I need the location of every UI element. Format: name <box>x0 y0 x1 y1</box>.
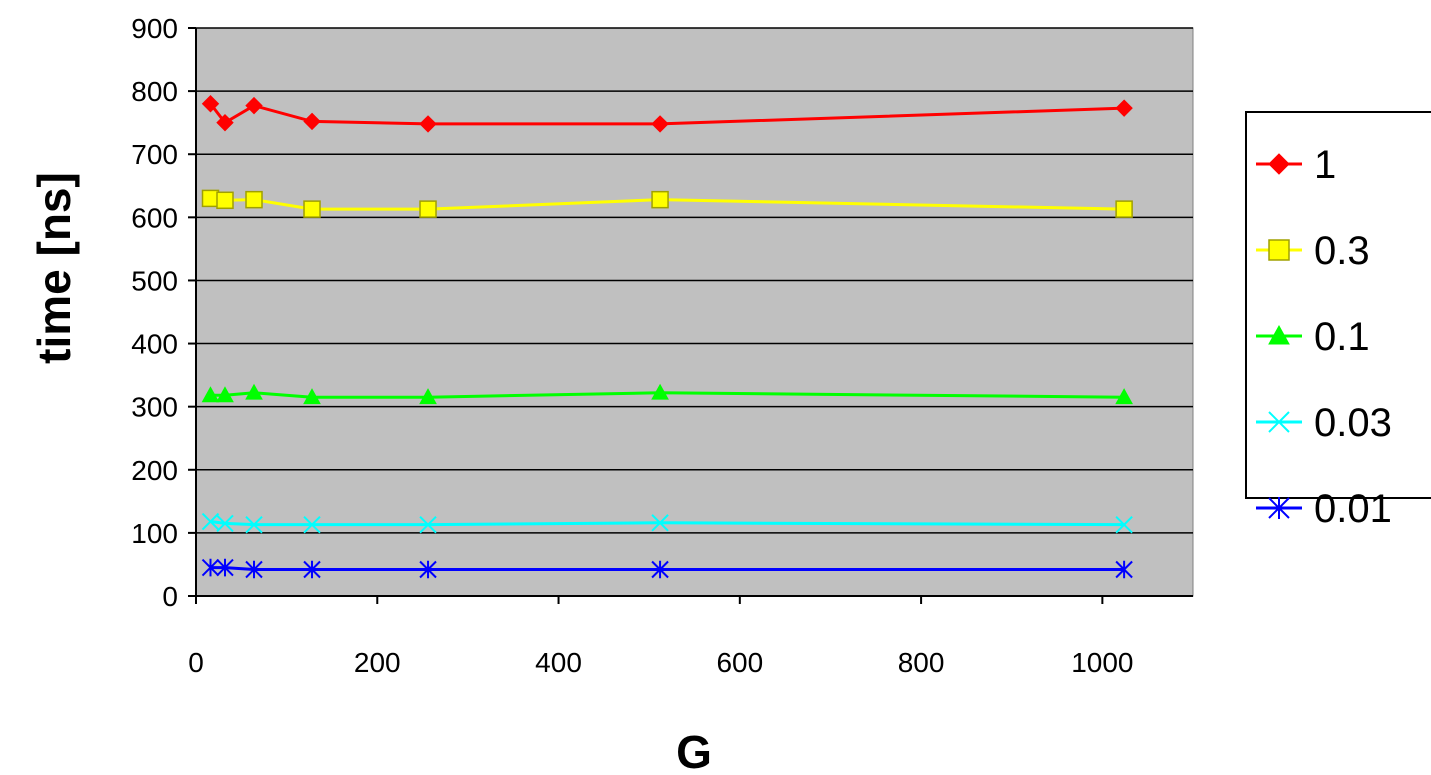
legend-box <box>1245 111 1431 499</box>
data-point <box>303 560 321 579</box>
x-tick-label: 800 <box>898 647 945 678</box>
data-point <box>245 383 263 400</box>
data-point <box>216 113 234 132</box>
x-tick-label: 400 <box>535 647 582 678</box>
data-point <box>201 95 220 113</box>
data-point <box>651 115 669 133</box>
grid-lines <box>196 27 1193 534</box>
data-point <box>651 190 669 209</box>
data-point <box>419 388 437 405</box>
legend-marker <box>1268 324 1290 345</box>
axes <box>195 28 1193 597</box>
plot-area <box>195 27 1194 597</box>
data-point <box>303 112 321 131</box>
data-point <box>1115 560 1133 579</box>
y-axis-title: time [ns] <box>28 172 80 364</box>
data-point <box>651 560 669 579</box>
y-tick-label: 300 <box>131 392 178 423</box>
data-point <box>419 200 437 218</box>
legend-marker <box>1268 497 1290 519</box>
series-0-1 <box>201 383 1133 405</box>
data-point <box>419 560 437 579</box>
data-point <box>1115 99 1133 117</box>
legend: 1 0.3 0.1 0.03 0.01 <box>1245 111 1431 531</box>
data-point <box>216 558 234 577</box>
series-0-3 <box>201 189 1133 218</box>
tick-labels: 0 100 200 300 400 500 600 700 800 900 0 200 400 600 80… <box>131 13 1133 678</box>
legend-label: 0.3 <box>1314 229 1370 273</box>
data-point <box>245 190 263 209</box>
data-point <box>245 96 263 115</box>
data-point <box>245 560 263 579</box>
y-tick-label: 400 <box>131 329 178 360</box>
legend-marker <box>1268 153 1290 175</box>
y-tick-label: 500 <box>131 265 178 296</box>
data-point <box>216 514 234 533</box>
data-point <box>201 512 220 531</box>
legend-marker <box>1268 239 1290 261</box>
data-point <box>1115 515 1133 534</box>
y-tick-label: 800 <box>131 76 178 107</box>
x-axis-title: G <box>676 726 712 775</box>
data-point <box>419 515 437 534</box>
legend-entry: 0.03 <box>1256 401 1392 445</box>
data-point <box>201 386 220 403</box>
y-tick-label: 600 <box>131 202 178 233</box>
y-tick-label: 700 <box>131 139 178 170</box>
data-point <box>303 200 321 218</box>
x-tick-label: 600 <box>716 647 763 678</box>
y-tick-label: 200 <box>131 455 178 486</box>
data-point <box>651 383 669 400</box>
legend-entry: 0.1 <box>1256 315 1370 359</box>
legend-label: 0.03 <box>1314 401 1392 445</box>
x-tick-label: 1000 <box>1071 647 1133 678</box>
legend-entry: 0.01 <box>1256 487 1392 531</box>
data-point <box>303 388 321 405</box>
series-0-01 <box>201 558 1133 579</box>
x-tick-label: 0 <box>188 647 204 678</box>
legend-entry: 1 <box>1256 143 1336 187</box>
data-point <box>651 514 669 532</box>
y-tick-label: 0 <box>162 581 178 612</box>
series-0-03 <box>201 512 1133 534</box>
legend-marker <box>1268 411 1290 433</box>
legend-entry: 0.3 <box>1256 229 1370 273</box>
series-1 <box>201 95 1133 133</box>
data-point <box>303 515 321 534</box>
data-point <box>1115 388 1133 405</box>
x-tick-label: 200 <box>354 647 401 678</box>
legend-label: 0.01 <box>1314 487 1392 531</box>
y-tick-label: 100 <box>131 518 178 549</box>
series-group <box>201 95 1133 579</box>
data-point <box>419 115 437 133</box>
legend-label: 1 <box>1314 143 1336 187</box>
data-point <box>201 558 220 577</box>
data-point <box>216 191 234 210</box>
y-tick-label: 900 <box>131 13 178 44</box>
data-point <box>201 189 220 208</box>
data-point <box>216 386 234 403</box>
data-point <box>245 515 263 534</box>
legend-label: 0.1 <box>1314 315 1370 359</box>
data-point <box>1115 200 1133 218</box>
